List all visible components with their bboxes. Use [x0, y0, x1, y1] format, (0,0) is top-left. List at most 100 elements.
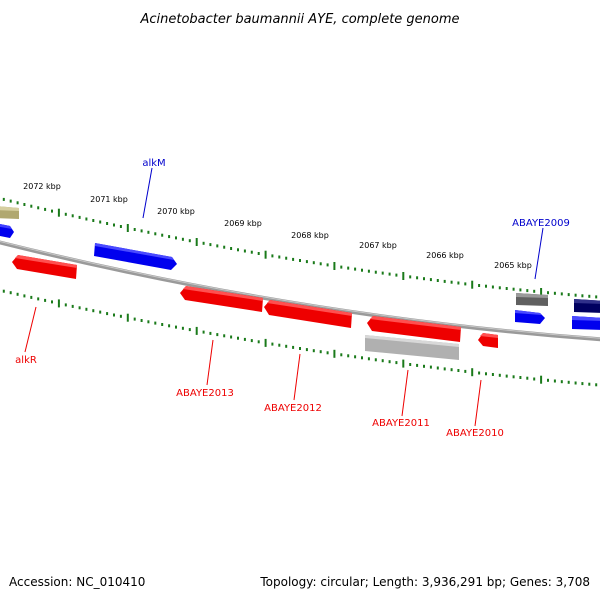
outer-track-major-tick	[195, 238, 198, 246]
gene-blue-left-edge	[0, 224, 14, 238]
inner-track-minor-tick	[595, 383, 598, 387]
ruler-label-2069: 2069 kbp	[224, 219, 262, 228]
outer-track-minor-tick	[305, 260, 308, 264]
outer-track-minor-tick	[588, 294, 591, 298]
outer-track-minor-tick	[181, 237, 184, 241]
outer-track-minor-tick	[567, 293, 570, 297]
inner-track-major-tick	[264, 338, 267, 347]
inner-track-minor-tick	[78, 306, 81, 310]
outer-track-minor-tick	[443, 279, 446, 283]
outer-track-minor-tick	[161, 233, 164, 237]
outer-track-minor-tick	[450, 280, 453, 284]
inner-track-minor-tick	[361, 356, 363, 360]
inner-track-minor-tick	[30, 295, 33, 299]
inner-track-minor-tick	[450, 368, 453, 372]
inner-track-minor-tick	[347, 354, 350, 358]
outer-track-minor-tick	[23, 203, 26, 206]
gene-gray-reverse	[365, 335, 459, 360]
gene-ABAYE2011-arrow	[367, 316, 461, 342]
outer-track-minor-tick	[581, 294, 584, 298]
inner-track-major-tick	[126, 313, 129, 322]
inner-track-minor-tick	[505, 374, 508, 378]
outer-track-minor-tick	[51, 209, 53, 213]
outer-track-minor-tick	[429, 278, 432, 282]
ABAYE2009-leader-line	[534, 227, 544, 280]
inner-track-minor-tick	[278, 343, 281, 347]
alkR-label: alkR	[15, 355, 37, 366]
ruler-label-2071: 2071 kbp	[90, 195, 128, 204]
accession-text: Accession: NC_010410	[9, 575, 145, 589]
outer-track-minor-tick	[237, 248, 239, 252]
inner-track-minor-tick	[23, 294, 26, 298]
inner-track-minor-tick	[581, 382, 584, 386]
inner-track-minor-tick	[457, 369, 460, 372]
outer-track-minor-tick	[202, 241, 205, 245]
inner-track-minor-tick	[526, 376, 529, 380]
inner-track-minor-tick	[491, 373, 494, 376]
ruler-label-2066: 2066 kbp	[426, 251, 464, 260]
inner-track-minor-tick	[305, 348, 308, 352]
outer-track-minor-tick	[216, 244, 219, 248]
ABAYE2013-leader-line	[206, 339, 214, 386]
ABAYE2011-label: ABAYE2011	[372, 418, 430, 429]
outer-track-minor-tick	[340, 265, 343, 269]
outer-track-minor-tick	[30, 204, 33, 208]
inner-track-minor-tick	[37, 297, 40, 301]
inner-track-minor-tick	[113, 313, 115, 317]
inner-track-minor-tick	[395, 361, 398, 365]
gene-alkR-arrow	[12, 255, 77, 279]
outer-track-minor-tick	[533, 289, 536, 293]
outer-track-minor-tick	[16, 201, 19, 205]
outer-track-minor-tick	[319, 262, 322, 266]
outer-track-minor-tick	[464, 282, 467, 286]
outer-track-minor-tick	[92, 219, 95, 222]
inner-track-minor-tick	[85, 307, 88, 311]
outer-track-minor-tick	[361, 268, 363, 272]
inner-track-minor-tick	[250, 339, 253, 343]
ruler-label-2067: 2067 kbp	[359, 241, 397, 250]
outer-track-minor-tick	[230, 247, 233, 250]
gene-blue-far-right	[572, 316, 600, 330]
inner-track-minor-tick	[168, 324, 171, 328]
outer-track-minor-tick	[560, 292, 563, 296]
inner-track-minor-tick	[299, 347, 301, 350]
genome-backbone	[0, 240, 600, 342]
outer-track-minor-tick	[526, 289, 529, 293]
inner-track-minor-tick	[257, 340, 260, 344]
ABAYE2013-label: ABAYE2013	[176, 388, 234, 399]
outer-track-minor-tick	[64, 212, 67, 216]
inner-track-minor-tick	[106, 312, 109, 316]
inner-track-minor-tick	[588, 382, 591, 386]
outer-track-minor-tick	[168, 235, 171, 239]
outer-track-minor-tick	[553, 291, 556, 295]
outer-track-major-tick	[57, 208, 60, 217]
outer-track-minor-tick	[85, 217, 88, 221]
outer-track-minor-tick	[312, 261, 315, 265]
inner-track-minor-tick	[119, 314, 122, 318]
outer-track-minor-tick	[78, 215, 81, 219]
outer-track-minor-tick	[395, 273, 398, 277]
outer-track-minor-tick	[374, 270, 377, 274]
outer-track-minor-tick	[9, 199, 12, 203]
outer-track-minor-tick	[250, 250, 253, 254]
outer-track-minor-tick	[106, 222, 109, 225]
outer-track-major-tick	[471, 280, 474, 289]
inner-track-minor-tick	[140, 319, 143, 322]
outer-track-minor-tick	[37, 206, 40, 210]
inner-track-minor-tick	[519, 376, 522, 379]
inner-track-minor-tick	[443, 367, 446, 371]
inner-track-minor-tick	[237, 336, 239, 340]
inner-track-major-tick	[471, 368, 474, 377]
outer-track-minor-tick	[505, 287, 508, 290]
outer-track-minor-tick	[175, 236, 177, 240]
outer-track-major-tick	[402, 272, 405, 280]
outer-track-minor-tick	[140, 229, 143, 233]
inner-track-major-tick	[195, 326, 198, 335]
inner-track-minor-tick	[409, 363, 412, 366]
inner-track-minor-tick	[223, 334, 226, 338]
outer-track-minor-tick	[292, 257, 295, 261]
outer-track-minor-tick	[223, 245, 226, 249]
inner-track-minor-tick	[2, 289, 5, 293]
outer-track-minor-tick	[188, 239, 191, 243]
outer-track-minor-tick	[113, 223, 115, 227]
